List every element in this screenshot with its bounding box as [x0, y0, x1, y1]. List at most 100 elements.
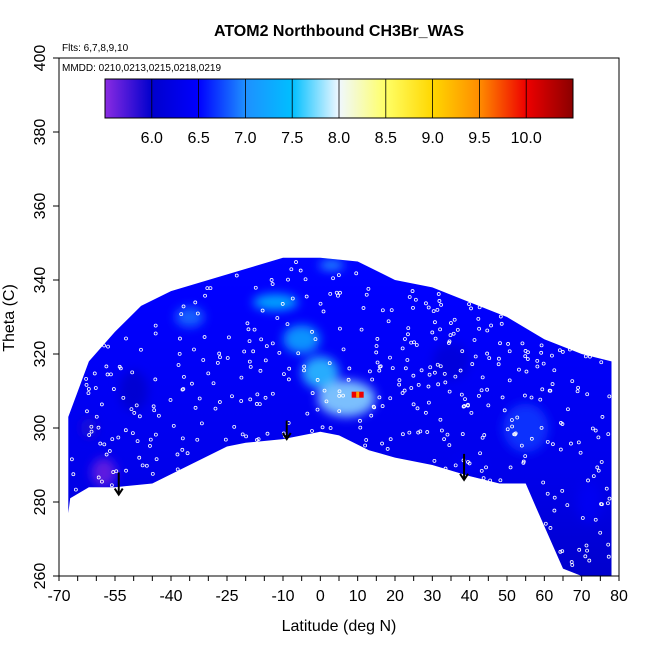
- sample-point: [447, 341, 451, 345]
- sample-point: [524, 369, 529, 374]
- sample-point: [425, 430, 430, 434]
- x-axis-label: Latitude (deg N): [282, 618, 397, 635]
- sample-point: [389, 308, 394, 313]
- sample-point: [539, 343, 544, 348]
- sample-point: [341, 347, 346, 352]
- sample-point: [585, 392, 590, 397]
- sample-point: [569, 441, 573, 446]
- sample-point: [539, 350, 544, 355]
- sample-point: [168, 398, 173, 402]
- y-tick-label: 320: [32, 341, 49, 368]
- sample-point: [318, 301, 323, 306]
- sample-point: [473, 354, 478, 359]
- sample-point: [201, 358, 206, 362]
- sample-point: [476, 317, 481, 321]
- sample-point: [96, 425, 101, 430]
- sample-point: [525, 357, 530, 361]
- sample-point: [255, 392, 260, 397]
- sample-point: [424, 301, 428, 306]
- sample-point: [180, 436, 185, 441]
- sample-point: [225, 356, 230, 360]
- sample-point: [255, 438, 259, 442]
- colorbar-tick-label: 10.0: [511, 130, 542, 147]
- sample-point: [426, 384, 431, 389]
- sample-point: [148, 437, 153, 442]
- sample-point: [180, 387, 185, 392]
- sample-point: [336, 273, 341, 278]
- sample-point: [303, 277, 308, 282]
- sample-point: [203, 293, 207, 298]
- sample-point: [132, 411, 137, 415]
- sample-point: [239, 399, 244, 403]
- sample-point: [470, 362, 475, 366]
- sample-point: [137, 414, 142, 419]
- sample-point: [558, 447, 563, 452]
- sample-point: [111, 387, 116, 391]
- sample-point: [437, 299, 442, 303]
- sample-point: [176, 363, 181, 367]
- sample-point: [324, 399, 329, 404]
- sample-point: [520, 341, 525, 346]
- sample-point: [599, 460, 604, 464]
- sample-point: [565, 503, 570, 508]
- sample-point: [153, 331, 158, 336]
- sample-point: [397, 378, 402, 382]
- x-tick-label: -55: [103, 588, 126, 605]
- sample-point: [277, 350, 282, 355]
- field-patch: [301, 356, 339, 389]
- colorbar-tick-label: 8.5: [375, 130, 397, 147]
- sample-point: [92, 371, 97, 376]
- sample-point: [411, 402, 416, 407]
- sample-point: [380, 404, 385, 408]
- sample-point: [447, 389, 452, 394]
- field-patch: [175, 306, 205, 328]
- sample-point: [124, 468, 128, 473]
- sample-point: [558, 549, 563, 554]
- sample-point: [372, 405, 377, 410]
- sample-point: [507, 378, 512, 383]
- sample-point: [397, 382, 402, 387]
- sample-point: [375, 360, 380, 365]
- sample-point: [552, 495, 557, 500]
- sample-point: [560, 350, 565, 354]
- sample-point: [496, 362, 501, 367]
- sample-point: [500, 395, 505, 400]
- sample-point: [479, 468, 484, 473]
- sample-point: [552, 368, 557, 373]
- sample-point: [124, 336, 128, 341]
- sample-point: [134, 403, 139, 408]
- sample-point: [482, 433, 487, 437]
- sample-point: [320, 425, 325, 430]
- sample-point: [239, 375, 244, 380]
- sample-point: [593, 428, 598, 433]
- sample-point: [517, 367, 521, 372]
- sample-point: [445, 432, 450, 437]
- x-tick-label: 70: [573, 588, 591, 605]
- sample-point: [234, 273, 239, 278]
- sample-point: [195, 311, 200, 316]
- x-tick-label: 80: [610, 588, 628, 605]
- sample-point: [575, 389, 580, 394]
- sample-point: [447, 443, 452, 448]
- x-tick-label: -10: [271, 588, 294, 605]
- flights-label: Flts: 6,7,8,9,10: [62, 43, 129, 54]
- sample-point: [217, 351, 222, 356]
- sample-point: [477, 305, 482, 310]
- sample-point: [453, 463, 458, 468]
- sample-point: [137, 455, 142, 460]
- colorbar-tick-label: 6.5: [187, 130, 209, 147]
- sample-point: [587, 558, 592, 563]
- sample-point: [175, 452, 180, 457]
- sample-point: [192, 347, 196, 352]
- sample-point: [202, 335, 207, 339]
- sample-point: [513, 432, 517, 437]
- sample-point: [406, 326, 411, 331]
- x-tick-label: 10: [349, 588, 367, 605]
- sample-point: [409, 386, 414, 390]
- sample-point: [84, 376, 88, 381]
- sample-point: [364, 292, 369, 297]
- sample-point: [552, 508, 557, 513]
- sample-point: [498, 314, 503, 319]
- sample-point: [469, 410, 474, 415]
- sample-point: [499, 321, 504, 326]
